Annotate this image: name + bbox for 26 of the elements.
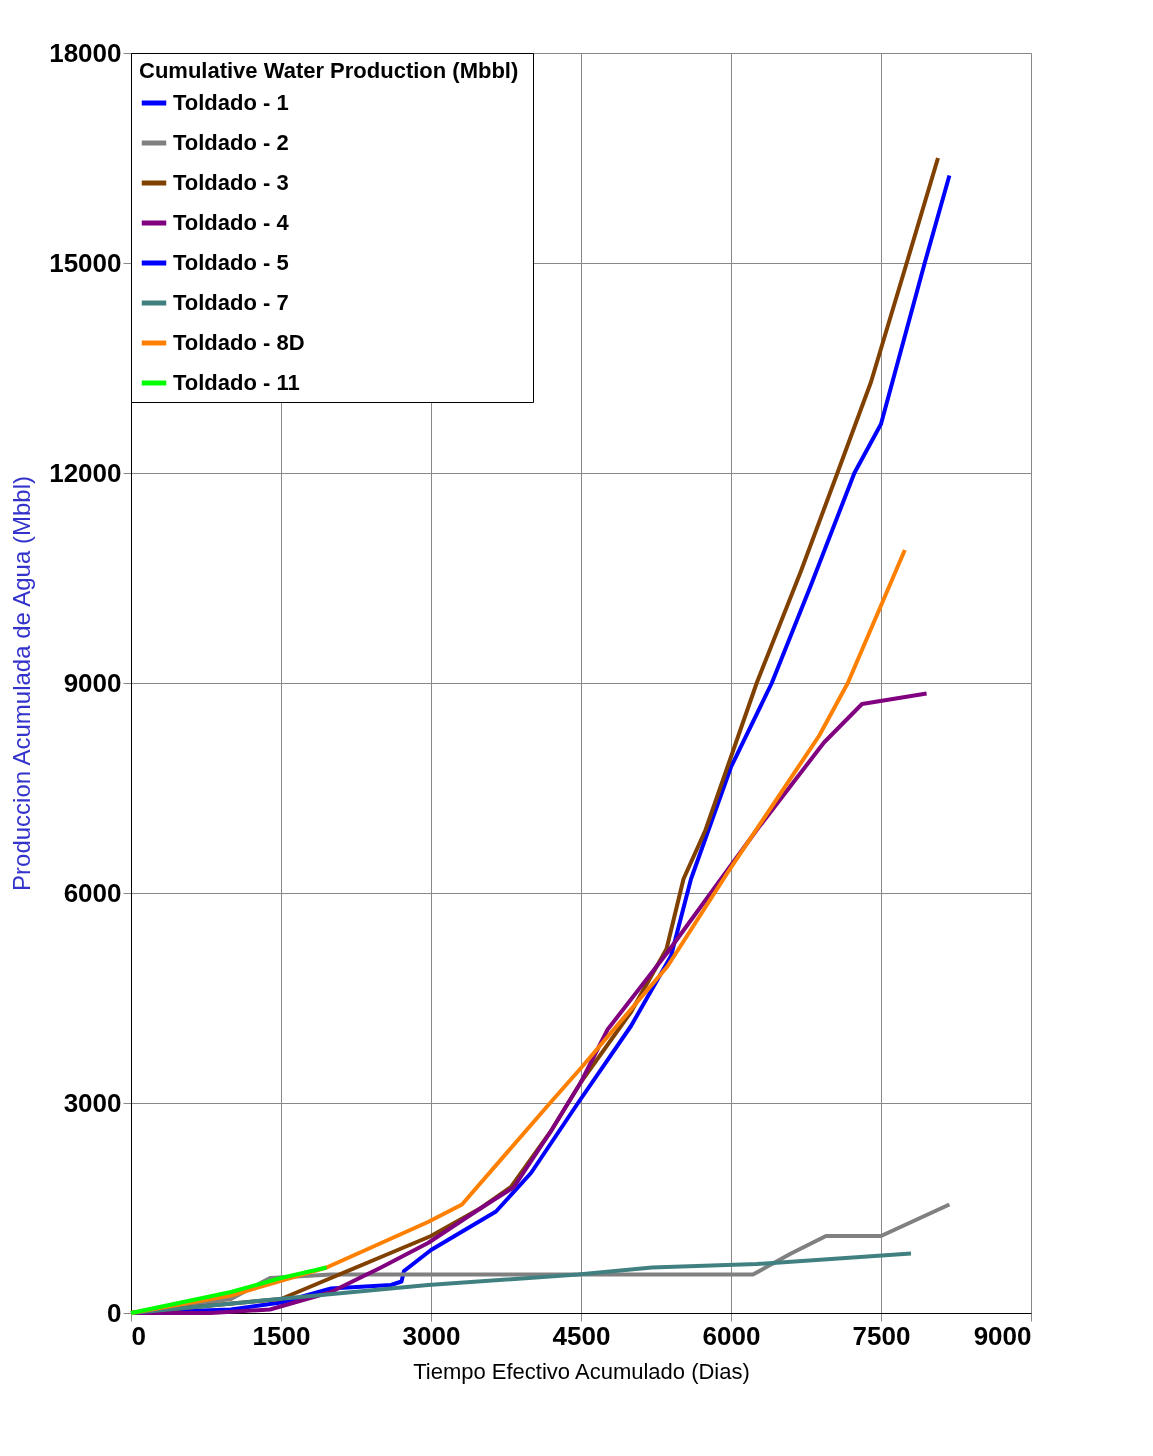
- legend-label: Toldado - 8D: [173, 330, 305, 355]
- y-tick-label: 6000: [63, 877, 122, 908]
- legend-label: Toldado - 7: [173, 290, 289, 315]
- legend-label: Toldado - 5: [173, 250, 289, 275]
- legend-title: Cumulative Water Production (Mbbl): [139, 58, 519, 83]
- y-tick-label: 9000: [63, 667, 122, 698]
- y-tick-label: 0: [107, 1297, 122, 1328]
- legend-label: Toldado - 2: [173, 130, 289, 155]
- legend-label: Toldado - 3: [173, 170, 289, 195]
- legend-label: Toldado - 4: [173, 210, 290, 235]
- x-tick-label: 1500: [252, 1320, 311, 1351]
- x-tick-label: 4500: [552, 1320, 611, 1351]
- y-tick-label: 18000: [49, 37, 122, 68]
- x-tick-label: 0: [131, 1320, 146, 1351]
- x-tick-label: 7500: [852, 1320, 911, 1351]
- legend-label: Toldado - 1: [173, 90, 289, 115]
- x-axis-title: Tiempo Efectivo Acumulado (Dias): [413, 1358, 750, 1384]
- x-tick-label: 3000: [402, 1320, 461, 1351]
- y-tick-label: 15000: [49, 247, 122, 278]
- line-series: [129, 1265, 329, 1315]
- x-tick-label: 9000: [973, 1320, 1032, 1351]
- y-tick-label: 3000: [63, 1087, 122, 1118]
- y-tick-label: 12000: [49, 457, 122, 488]
- y-axis-title: Produccion Acumulada de Agua (Mbbl): [8, 476, 36, 891]
- x-tick-label: 6000: [702, 1320, 761, 1351]
- legend-label: Toldado - 11: [173, 370, 300, 395]
